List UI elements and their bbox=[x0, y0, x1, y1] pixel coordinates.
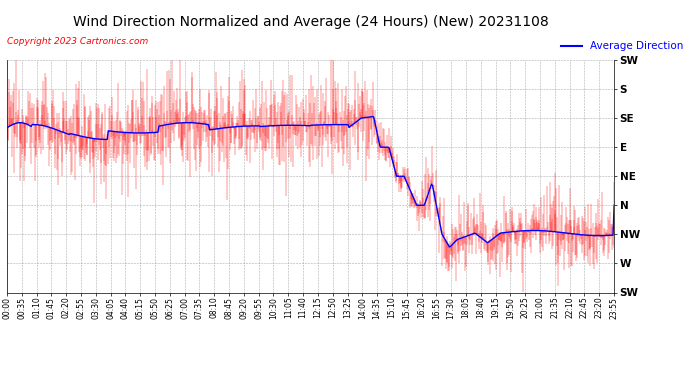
Text: Wind Direction Normalized and Average (24 Hours) (New) 20231108: Wind Direction Normalized and Average (2… bbox=[72, 15, 549, 29]
Text: Copyright 2023 Cartronics.com: Copyright 2023 Cartronics.com bbox=[7, 38, 148, 46]
Legend: Average Direction: Average Direction bbox=[557, 37, 688, 56]
